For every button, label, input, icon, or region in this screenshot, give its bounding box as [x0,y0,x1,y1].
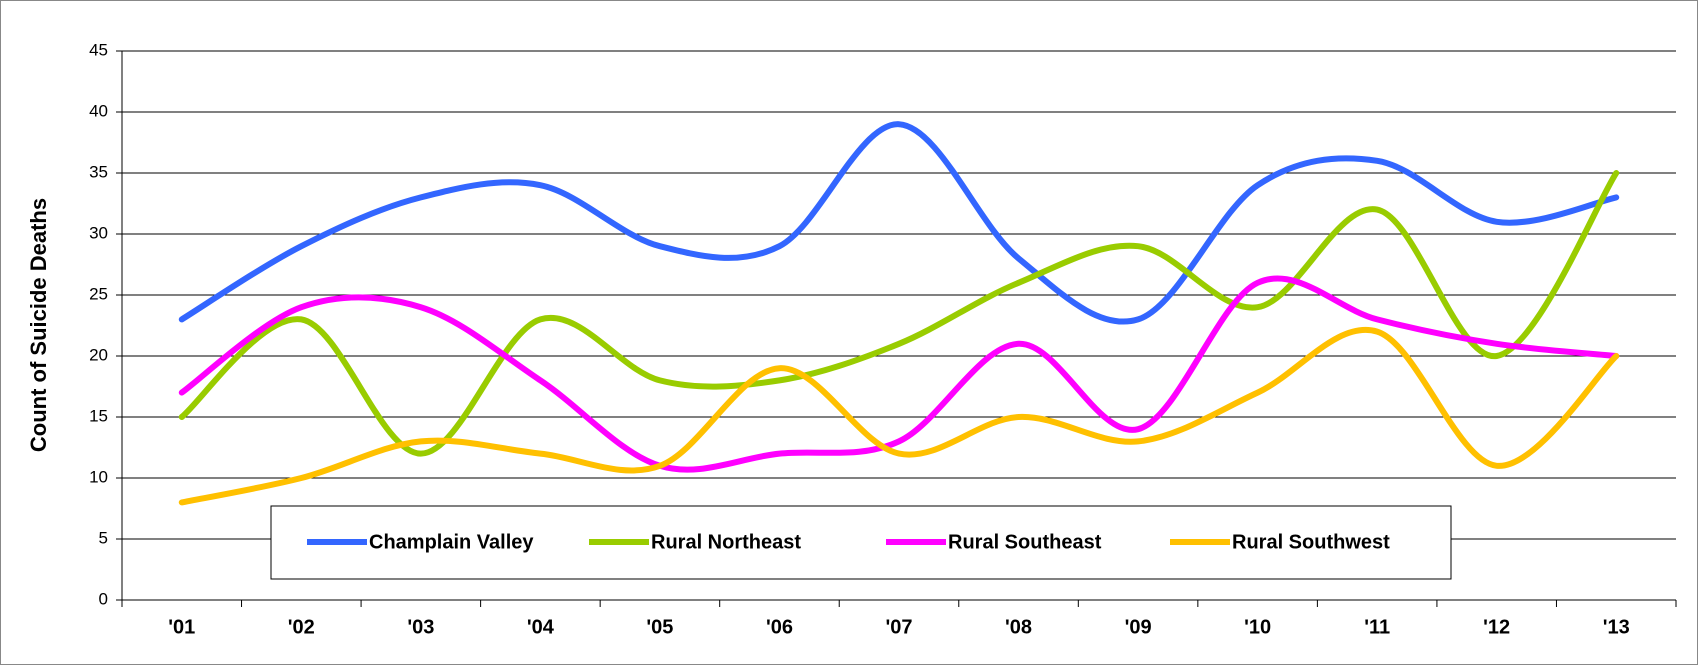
x-tick-label: '04 [527,616,555,638]
legend-label: Rural Southwest [1232,531,1390,553]
y-tick-label: 5 [99,528,108,547]
legend-label: Rural Northeast [651,531,801,553]
x-tick-label: '05 [646,616,673,638]
legend-label: Rural Southeast [948,531,1102,553]
series-line [178,170,1620,457]
x-tick-label: '03 [407,616,434,638]
y-tick-label: 0 [99,589,108,608]
x-tick-label: '09 [1125,616,1152,638]
legend-label: Champlain Valley [369,531,534,553]
y-tick-label: 40 [89,101,108,120]
series-line [178,121,1620,325]
x-tick-label: '02 [288,616,315,638]
series-line [178,326,1620,506]
y-tick-label: 45 [89,40,108,59]
legend-box [270,505,1452,580]
x-tick-label: '08 [1005,616,1032,638]
y-axis-label: Count of Suicide Deaths [26,198,51,452]
y-tick-label: 30 [89,223,108,242]
y-tick-label: 10 [89,467,108,486]
series-line [178,275,1620,473]
x-tick-label: '10 [1244,616,1271,638]
y-tick-label: 20 [89,345,108,364]
x-tick-label: '13 [1603,616,1630,638]
y-tick-label: 15 [89,406,108,425]
x-tick-label: '06 [766,616,793,638]
x-tick-label: '12 [1483,616,1510,638]
y-tick-label: 35 [89,162,108,181]
x-tick-label: '01 [168,616,195,638]
x-tick-label: '11 [1364,616,1390,638]
y-tick-label: 25 [89,284,108,303]
x-tick-label: '07 [885,616,912,638]
